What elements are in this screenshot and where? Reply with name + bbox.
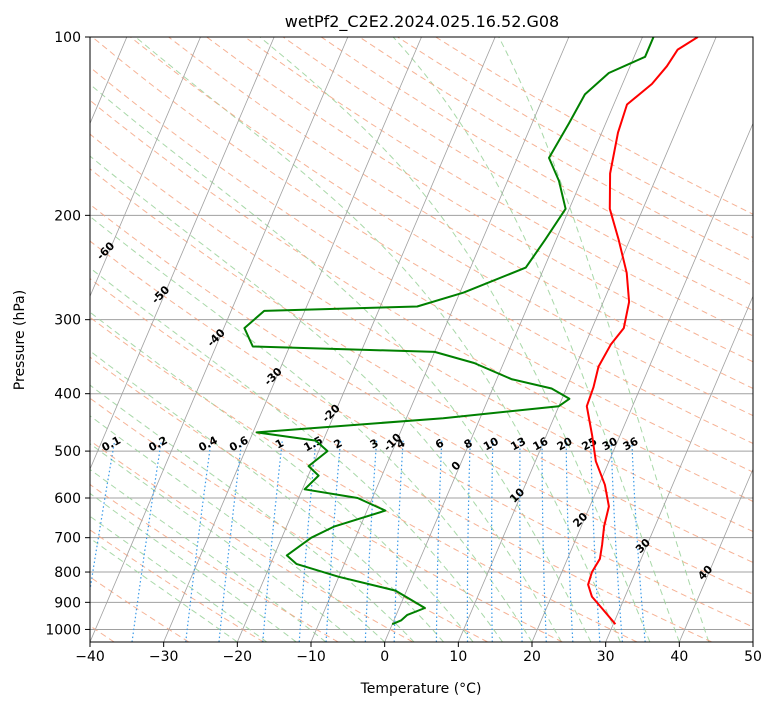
moist-adiabat-line	[0, 37, 532, 642]
x-tick-label: −30	[149, 649, 179, 665]
isotherm-line	[458, 37, 716, 642]
moist-adiabat-label: 20	[570, 510, 590, 530]
sounding-line	[587, 37, 698, 624]
dry-adiabat-line	[0, 37, 488, 642]
moist-adiabat-label: 40	[695, 562, 715, 582]
y-tick-label: 200	[54, 208, 81, 224]
mixing-ratio-line	[492, 441, 493, 642]
moist-adiabat-line	[0, 84, 385, 642]
isotherm-line	[606, 37, 775, 642]
mixing-ratio-line	[520, 441, 522, 642]
y-tick-label: 600	[54, 491, 81, 507]
isotherm-line	[237, 37, 495, 642]
dry-adiabat-line	[245, 37, 775, 642]
dry-adiabat-label: -80	[0, 151, 8, 174]
dry-adiabat-line	[0, 37, 637, 642]
x-tick-label: 0	[380, 649, 389, 665]
mixing-ratio-line	[365, 441, 376, 642]
mixing-ratio-label: 1	[273, 436, 286, 451]
dry-adiabat-line	[283, 37, 775, 642]
mixing-ratio-line	[566, 441, 573, 642]
y-tick-label: 500	[54, 444, 81, 460]
moist-adiabats	[0, 37, 709, 642]
mixing-ratio-label: 36	[621, 435, 641, 454]
dry-adiabat-line	[0, 37, 189, 642]
dry-adiabat-line	[0, 37, 562, 642]
y-tick-label: 400	[54, 387, 81, 403]
dry-adiabat-line	[92, 37, 775, 642]
chart-title: wetPf2_C2E2.2024.025.16.52.G08	[285, 12, 559, 32]
mixing-ratio-label: 20	[555, 435, 575, 454]
mixing-ratio-line	[82, 441, 115, 642]
x-axis-label: Temperature (°C)	[360, 681, 482, 697]
y-axis: 100 200 300 400 500 600 700 800 900 1000	[45, 30, 90, 638]
x-tick-label: −10	[296, 649, 326, 665]
dry-adiabats	[0, 37, 775, 642]
dry-adiabat-label: -30	[262, 365, 285, 388]
mixing-ratio-line	[467, 441, 470, 642]
mixing-ratio-lines	[82, 441, 645, 642]
isobar-lines	[90, 37, 753, 629]
mixing-ratio-line	[326, 441, 341, 642]
dry-adiabat-line	[436, 37, 775, 642]
isotherm-line	[679, 37, 775, 642]
dry-adiabat-label: -20	[320, 402, 343, 425]
mixing-ratio-label: 16	[531, 435, 551, 454]
isotherm-line	[385, 37, 643, 642]
dry-adiabat-line	[0, 37, 338, 642]
x-tick-label: −20	[223, 649, 253, 665]
dry-adiabat-line	[0, 37, 712, 642]
x-tick-label: 30	[597, 649, 615, 665]
moist-adiabat-line	[260, 37, 650, 642]
isotherm-line	[311, 37, 569, 642]
x-axis: −40 −30 −20 −10 0 10 20 30 40 50	[75, 642, 762, 665]
moist-adiabat-label: 10	[507, 485, 527, 505]
x-tick-label: 20	[523, 649, 541, 665]
moist-adiabat-line	[0, 141, 296, 642]
isotherm-line	[753, 37, 775, 642]
dry-adiabat-label: -40	[205, 326, 228, 349]
moist-adiabat-line	[0, 62, 414, 643]
mixing-ratio-label: 25	[580, 435, 600, 454]
moist-adiabat-line	[0, 37, 473, 642]
dry-adiabat-line	[169, 37, 775, 642]
dry-adiabat-line	[130, 37, 775, 642]
moist-adiabat-line	[0, 105, 355, 643]
y-tick-label: 800	[54, 565, 81, 581]
plot-area: 0.10.20.40.611.52346810131620253036-100-…	[0, 37, 775, 642]
isotherm-line	[16, 37, 274, 642]
dry-adiabat-label: -50	[149, 283, 172, 306]
mixing-ratio-label: 3	[368, 436, 381, 451]
y-tick-label: 100	[54, 30, 81, 46]
mixing-ratio-label: 10	[481, 435, 501, 454]
mixing-ratio-label: 13	[508, 435, 528, 454]
x-tick-label: 40	[670, 649, 688, 665]
dry-adiabat-line	[0, 37, 775, 642]
mixing-ratio-label: 2	[332, 436, 345, 451]
moist-adiabat-label: 30	[633, 536, 653, 556]
y-tick-label: 700	[54, 531, 81, 547]
y-axis-label: Pressure (hPa)	[12, 290, 28, 390]
y-tick-label: 900	[54, 595, 81, 611]
mixing-ratio-label: 30	[600, 435, 620, 454]
x-tick-label: 10	[449, 649, 467, 665]
dry-adiabat-line	[0, 37, 264, 642]
mixing-ratio-line	[263, 441, 283, 642]
moist-adiabat-label: 0	[449, 458, 464, 473]
y-tick-label: 300	[54, 313, 81, 329]
mixing-ratio-line	[611, 441, 622, 642]
mixing-ratio-line	[219, 441, 242, 642]
moist-adiabat-line	[0, 124, 326, 642]
x-tick-label: −40	[75, 649, 105, 665]
sounding-line	[244, 37, 653, 624]
mixing-ratio-line	[186, 441, 211, 642]
y-tick-label: 1000	[45, 622, 81, 638]
x-tick-label: 50	[744, 649, 762, 665]
